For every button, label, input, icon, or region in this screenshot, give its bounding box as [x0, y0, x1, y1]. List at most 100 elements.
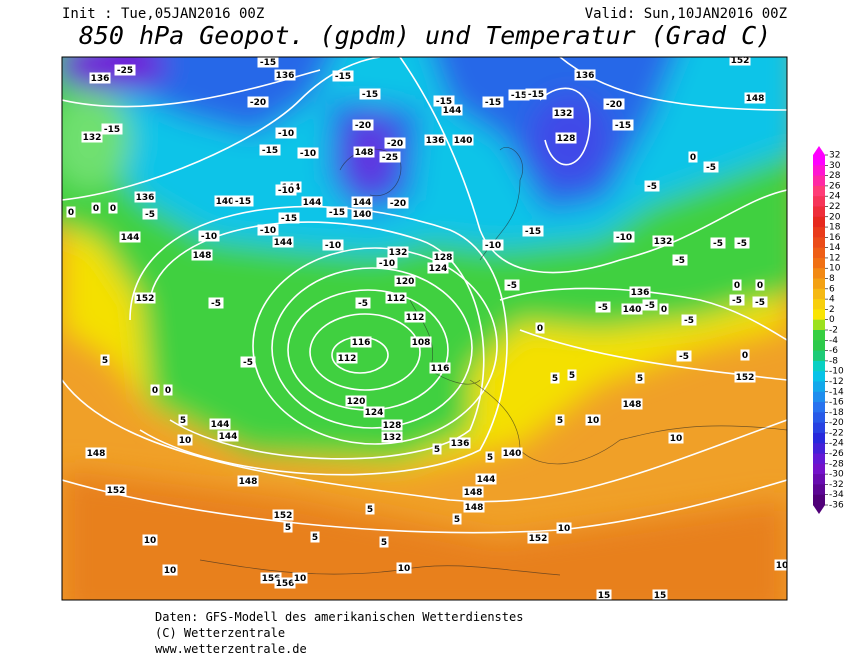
init-time: Init : Tue,05JAN2016 00Z	[62, 6, 264, 22]
contour-label: -20	[387, 139, 403, 149]
label-box	[621, 398, 643, 410]
contour-lines	[62, 57, 787, 534]
label-box	[81, 131, 103, 143]
label-box	[613, 231, 635, 243]
legend-label: -12	[829, 377, 844, 387]
label-box	[574, 69, 596, 81]
contour-label: 152	[529, 534, 548, 544]
contour-label: 140	[454, 136, 473, 146]
legend-label: -6	[829, 346, 838, 356]
label-box	[732, 279, 742, 291]
contour-label: 0	[68, 208, 74, 218]
legend-swatch	[813, 257, 825, 269]
contour-label: 120	[347, 397, 366, 407]
label-box	[441, 104, 463, 116]
contour-label: -5	[675, 256, 685, 266]
label-box	[345, 395, 367, 407]
contour-label: -5	[737, 239, 747, 249]
contour-label: 148	[355, 148, 374, 158]
label-box	[272, 236, 294, 248]
contour-label: 144	[353, 198, 372, 208]
label-box	[755, 279, 765, 291]
label-box	[310, 531, 320, 543]
legend-swatch	[813, 474, 825, 485]
contour-label: 5	[285, 523, 291, 533]
label-box	[247, 96, 269, 108]
label-box	[752, 296, 768, 308]
contour-label: 0	[537, 324, 543, 334]
label-box	[652, 589, 668, 600]
contour-label: 5	[487, 453, 493, 463]
contour-label: -5	[679, 352, 689, 362]
contour-label: 148	[193, 251, 212, 261]
legend-label: -24	[829, 439, 844, 449]
label-box	[322, 239, 344, 251]
valid-time: Valid: Sun,10JAN2016 00Z	[585, 6, 787, 22]
legend-label: 32	[829, 151, 840, 161]
contour-label: 0	[742, 351, 748, 361]
contour-label: -10	[379, 259, 395, 269]
contour-label: 112	[406, 313, 425, 323]
label-box	[108, 202, 118, 214]
label-box	[774, 559, 787, 571]
label-box	[555, 132, 577, 144]
contour-label: 5	[557, 416, 563, 426]
label-box	[272, 509, 294, 521]
legend-swatch	[813, 402, 825, 413]
legend-label: 14	[829, 243, 841, 253]
contour-label: 116	[431, 364, 450, 374]
label-box	[612, 119, 634, 131]
contour-label: 136	[276, 71, 295, 81]
contour-label: 140	[503, 449, 522, 459]
legend-swatch	[813, 432, 825, 444]
contour-label: 120	[396, 277, 415, 287]
contour-label: 5	[312, 533, 318, 543]
label-box	[336, 352, 358, 364]
legend-swatch	[813, 247, 825, 259]
label-box	[100, 354, 110, 366]
label-box	[452, 513, 462, 525]
legend-swatch	[813, 340, 825, 352]
contour-label: -5	[243, 358, 253, 368]
legend-label: -36	[829, 501, 844, 511]
contour-label: -20	[355, 121, 371, 131]
map-title: 850 hPa Geopot. (gpdm) und Temperatur (G…	[79, 21, 771, 50]
contour-label: -5	[598, 303, 608, 313]
label-box	[668, 432, 684, 444]
label-box	[410, 336, 432, 348]
label-box	[729, 294, 745, 306]
label-box	[621, 303, 643, 315]
contour-label: -5	[713, 239, 723, 249]
contour-label: 0	[93, 204, 99, 214]
contour-label: 5	[381, 538, 387, 548]
legend-swatch	[813, 227, 825, 238]
label-box	[463, 501, 485, 513]
contour-label: -5	[706, 163, 716, 173]
contour-label: 144	[274, 238, 293, 248]
contour-label: -15	[511, 91, 527, 101]
label-box	[142, 208, 158, 220]
legend-swatch	[813, 443, 825, 455]
legend-swatch	[813, 391, 825, 403]
legend-label: -8	[829, 356, 838, 366]
contour-label: 10	[587, 416, 600, 426]
label-box	[142, 534, 158, 546]
contour-label: 0	[152, 386, 158, 396]
legend-label: 26	[829, 181, 841, 191]
contour-label: 10	[398, 564, 411, 574]
label-box	[209, 418, 231, 430]
contour-label: -10	[300, 149, 316, 159]
contour-label: 10	[776, 561, 789, 571]
legend-label: 18	[829, 223, 841, 233]
legend-swatch	[813, 268, 825, 280]
label-box	[379, 536, 389, 548]
legend-label: -30	[829, 470, 844, 480]
label-box	[659, 303, 669, 315]
label-box	[237, 475, 259, 487]
contour-label: 5	[454, 515, 460, 525]
label-box	[433, 95, 455, 107]
contour-label: 124	[365, 408, 384, 418]
contour-label: 140	[216, 197, 235, 207]
legend-arrow	[813, 146, 825, 155]
